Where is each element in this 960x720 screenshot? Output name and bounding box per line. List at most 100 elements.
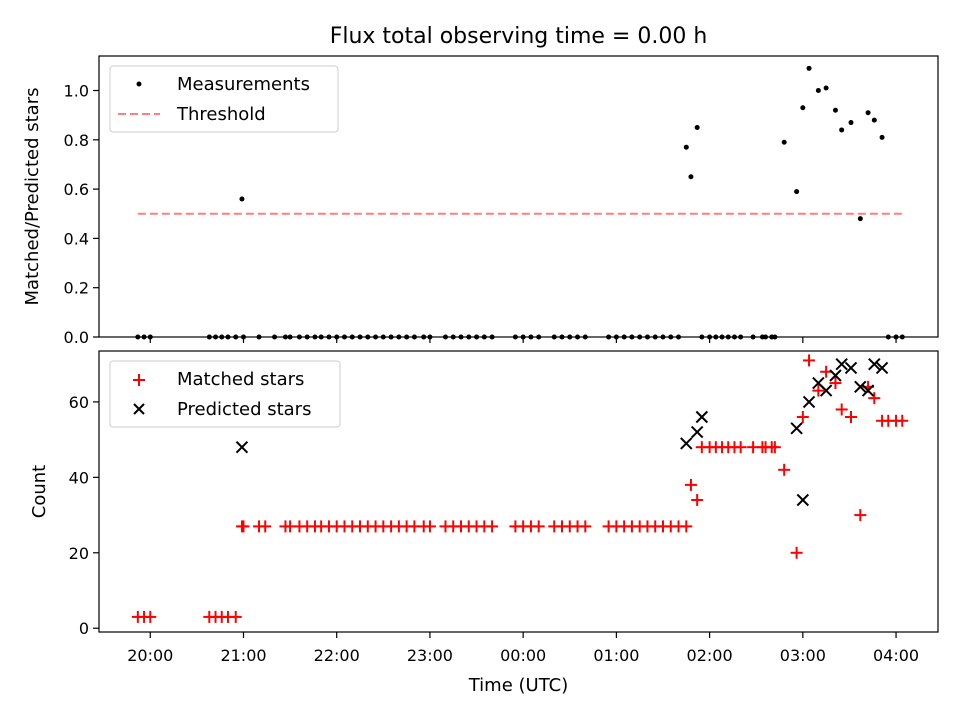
top-legend: Measurements Threshold [109, 65, 339, 133]
x-tick-label: 04:00 [873, 646, 919, 665]
matched-star-point [259, 520, 272, 533]
measurement-point [688, 174, 694, 180]
predicted-star-point [868, 357, 881, 371]
matched-star-point [854, 509, 867, 522]
measurement-point [781, 139, 787, 145]
measurement-point [879, 134, 885, 140]
x-tick-label: 02:00 [687, 646, 733, 665]
top-axes: 0.0 0.2 0.4 0.6 0.8 1.0 Matched/Predicted sta… [22, 55, 939, 347]
x-tick-label: 20:00 [127, 646, 173, 665]
top-axes-frame [98, 55, 939, 338]
top-legend-box [109, 65, 339, 133]
bottom-y-axis-label: Count [29, 465, 50, 518]
measurement-point [832, 107, 838, 113]
matched-star-point [691, 493, 704, 506]
y-tick-label: 1.0 [64, 82, 89, 101]
measurement-point [871, 117, 877, 123]
y-tick-label: 0.0 [64, 328, 89, 347]
matched-star-point [790, 546, 803, 559]
chart-title: Flux total observing time = 0.00 h [330, 24, 708, 49]
matched-star-point [144, 610, 157, 623]
bottom-axes: 0 20 40 60 20:00 21:00 22:00 23:00 00:00 01:00 02… [29, 350, 939, 696]
x-tick-label: 21:00 [220, 646, 266, 665]
predicted-star-point [235, 440, 249, 454]
star-count-points [131, 354, 909, 623]
matched-star-point [579, 520, 592, 533]
measurement-point [683, 144, 689, 150]
y-tick-label: 20 [69, 544, 89, 563]
top-y-axis-label: Matched/Predicted stars [22, 88, 43, 306]
bottom-axes-frame [98, 350, 939, 633]
top-y-ticks: 0.0 0.2 0.4 0.6 0.8 1.0 [64, 82, 99, 347]
predicted-star-point [844, 361, 858, 375]
x-tick-label: 03:00 [780, 646, 826, 665]
matched-star-point [734, 441, 747, 454]
predicted-star-point [695, 410, 709, 424]
y-tick-label: 0.2 [64, 279, 89, 298]
predicted-star-point [819, 384, 833, 397]
legend-x-marker [133, 403, 145, 415]
predicted-star-point [835, 357, 848, 371]
bottom-legend: Matched stars Predicted stars [109, 360, 341, 428]
legend-matched-label: Matched stars [177, 369, 304, 390]
matched-star-point [820, 365, 833, 378]
x-tick-label: 22:00 [314, 646, 360, 665]
measurement-point [815, 88, 821, 94]
measurement-point [839, 127, 845, 133]
matched-star-point [803, 354, 816, 367]
matched-star-point [237, 520, 250, 533]
predicted-star-point [790, 422, 803, 435]
matched-star-point [844, 411, 857, 424]
matched-star-point [829, 377, 842, 390]
matched-star-point [796, 411, 809, 424]
predicted-star-point [680, 437, 693, 450]
y-tick-label: 0 [79, 619, 89, 638]
measurement-points [135, 65, 905, 340]
matched-star-point [768, 441, 781, 454]
bottom-y-ticks: 0 20 40 60 [69, 393, 99, 638]
y-tick-label: 0.8 [64, 131, 89, 150]
bottom-legend-box [109, 360, 341, 428]
measurement-point [823, 85, 829, 91]
matched-star-point [532, 520, 545, 533]
predicted-star-point [829, 369, 842, 382]
matched-star-point [812, 384, 825, 397]
matched-star-point [229, 610, 242, 623]
measurement-point [806, 65, 812, 71]
matched-star-point [896, 414, 909, 427]
matched-star-point [680, 520, 693, 533]
matched-star-point [423, 520, 436, 533]
matched-star-point [835, 403, 848, 416]
legend-dot-marker [136, 81, 142, 87]
measurement-point [800, 105, 806, 111]
y-tick-label: 0.4 [64, 229, 89, 248]
legend-plus-marker [133, 374, 145, 386]
legend-threshold-label: Threshold [176, 104, 266, 125]
legend-measurements-label: Measurements [177, 74, 310, 95]
measurement-point [848, 120, 854, 126]
predicted-star-point [690, 425, 704, 439]
measurement-point [857, 216, 863, 222]
predicted-star-point [875, 361, 889, 375]
y-tick-label: 60 [69, 393, 89, 412]
y-tick-label: 40 [69, 468, 89, 487]
x-axis-label: Time (UTC) [468, 675, 569, 696]
matched-star-point [868, 392, 881, 405]
matched-star-point [684, 478, 697, 491]
measurement-point [794, 189, 800, 195]
measurement-point [694, 124, 700, 130]
matched-star-point [778, 463, 791, 476]
predicted-star-point [861, 384, 875, 397]
x-tick-label: 23:00 [407, 646, 453, 665]
measurement-point [239, 196, 245, 202]
bottom-x-ticks: 20:00 21:00 22:00 23:00 00:00 01:00 02:00 03:00… [127, 632, 919, 665]
measurement-point [865, 110, 871, 116]
predicted-star-point [796, 493, 810, 507]
matched-star-point [486, 520, 499, 533]
predicted-star-point [802, 395, 816, 409]
x-tick-label: 00:00 [500, 646, 546, 665]
x-tick-label: 01:00 [593, 646, 639, 665]
top-x-ticks [149, 337, 897, 343]
predicted-star-point [854, 380, 867, 394]
